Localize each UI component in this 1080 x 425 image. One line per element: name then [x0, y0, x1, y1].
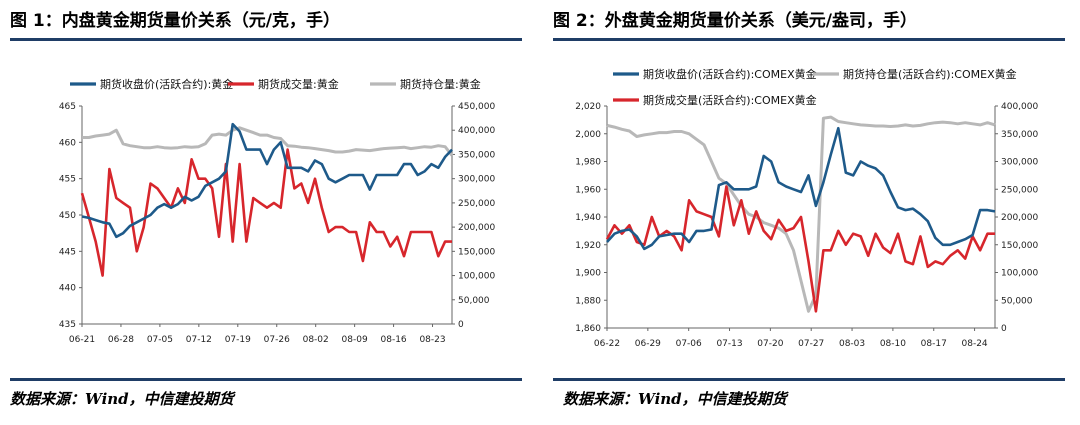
- x-tick-label: 06-21: [69, 335, 95, 345]
- right-y-tick-label: 150,000: [458, 247, 495, 257]
- left-bottom-rule: [10, 378, 522, 381]
- x-tick-label: 08-09: [342, 335, 368, 345]
- x-tick-label: 07-20: [757, 339, 783, 349]
- left-y-tick-label: 455: [59, 175, 76, 185]
- series-line-oi: [82, 126, 454, 157]
- right-y-tick-label: 250,000: [458, 199, 495, 209]
- left-y-tick-label: 1,920: [575, 241, 601, 251]
- right-y-tick-label: 200,000: [1001, 213, 1038, 223]
- x-tick-label: 06-22: [594, 339, 620, 349]
- right-y-tick-label: 250,000: [1001, 185, 1038, 195]
- legend-label-oi: 期货持仓量:黄金: [400, 77, 481, 91]
- right-y-tick-label: 400,000: [1001, 102, 1038, 112]
- left-title-rule: [10, 38, 522, 41]
- right-y-tick-label: 300,000: [1001, 158, 1038, 168]
- left-y-tick-label: 1,980: [575, 158, 601, 168]
- right-bottom-rule: [553, 378, 1065, 381]
- left-y-tick-label: 1,940: [575, 213, 601, 223]
- left-y-tick-label: 2,020: [575, 102, 601, 112]
- left-y-tick-label: 1,880: [575, 296, 601, 306]
- right-y-tick-label: 50,000: [458, 296, 490, 306]
- x-tick-label: 07-13: [716, 339, 742, 349]
- left-y-tick-label: 445: [59, 247, 76, 257]
- legend-label-price: 期货收盘价(活跃合约):黄金: [100, 77, 233, 91]
- left-y-tick-label: 435: [59, 320, 76, 330]
- left-y-tick-label: 1,860: [575, 324, 601, 334]
- x-tick-label: 07-06: [676, 339, 702, 349]
- x-tick-label: 08-16: [381, 335, 407, 345]
- x-tick-label: 07-05: [147, 335, 173, 345]
- left-chart: 465 460 455 450 445 440 435 450,000 400,000 350,0…: [59, 77, 496, 345]
- x-tick-label: 08-02: [303, 335, 329, 345]
- legend-label-price: 期货收盘价(活跃合约):COMEX黄金: [643, 67, 817, 81]
- right-y-tick-label: 350,000: [458, 150, 495, 160]
- series-line-volume: [605, 185, 995, 313]
- series-line-price: [81, 122, 453, 239]
- x-tick-label: 06-28: [108, 335, 134, 345]
- legend-label-volume: 期货成交量(活跃合约):COMEX黄金: [643, 93, 817, 107]
- right-y-tick-label: 100,000: [1001, 269, 1038, 279]
- x-tick-label: 07-12: [186, 335, 212, 345]
- left-y-tick-label: 2,000: [575, 130, 601, 140]
- left-y-tick-label: 1,960: [575, 185, 601, 195]
- right-y-tick-label: 100,000: [458, 272, 495, 282]
- right-title-rule: [553, 38, 1065, 41]
- x-tick-label: 07-27: [798, 339, 824, 349]
- left-source-note: 数据来源：Wind，中信建投期货: [10, 390, 234, 408]
- right-y-tick-label: 0: [458, 320, 464, 330]
- series-line-price: [606, 126, 996, 251]
- x-tick-label: 07-19: [225, 335, 251, 345]
- right-y-tick-label: 200,000: [458, 223, 495, 233]
- x-tick-label: 08-03: [839, 339, 865, 349]
- right-y-tick-label: 0: [1001, 324, 1007, 334]
- left-y-tick-label: 450: [59, 211, 76, 221]
- x-tick-label: 06-29: [635, 339, 661, 349]
- x-tick-label: 08-10: [880, 339, 906, 349]
- right-chart-title: 图 2：外盘黄金期货量价关系（美元/盎司，手）: [553, 11, 917, 31]
- left-chart-title: 图 1：内盘黄金期货量价关系（元/克，手）: [10, 11, 340, 31]
- x-tick-label: 08-17: [921, 339, 947, 349]
- left-y-tick-label: 465: [59, 102, 76, 112]
- x-tick-label: 07-26: [264, 335, 290, 345]
- x-tick-label: 08-24: [962, 339, 988, 349]
- right-source-note: 数据来源：Wind，中信建投期货: [563, 390, 787, 408]
- series-line-oi: [606, 115, 996, 313]
- right-y-tick-label: 450,000: [458, 102, 495, 112]
- right-chart: 2,020 2,000 1,980 1,960 1,940 1,920 1,900 1,880…: [575, 67, 1038, 349]
- right-y-tick-label: 400,000: [458, 126, 495, 136]
- series-line-volume: [80, 148, 452, 277]
- x-tick-label: 08-23: [419, 335, 445, 345]
- right-y-tick-label: 350,000: [1001, 130, 1038, 140]
- left-y-tick-label: 1,900: [575, 269, 601, 279]
- left-y-tick-label: 460: [59, 138, 76, 148]
- right-y-tick-label: 300,000: [458, 175, 495, 185]
- legend-label-oi: 期货持仓量(活跃合约):COMEX黄金: [843, 67, 1017, 81]
- right-y-tick-label: 50,000: [1001, 296, 1033, 306]
- left-y-tick-label: 440: [59, 284, 76, 294]
- legend-label-volume: 期货成交量:黄金: [258, 77, 339, 91]
- right-y-tick-label: 150,000: [1001, 241, 1038, 251]
